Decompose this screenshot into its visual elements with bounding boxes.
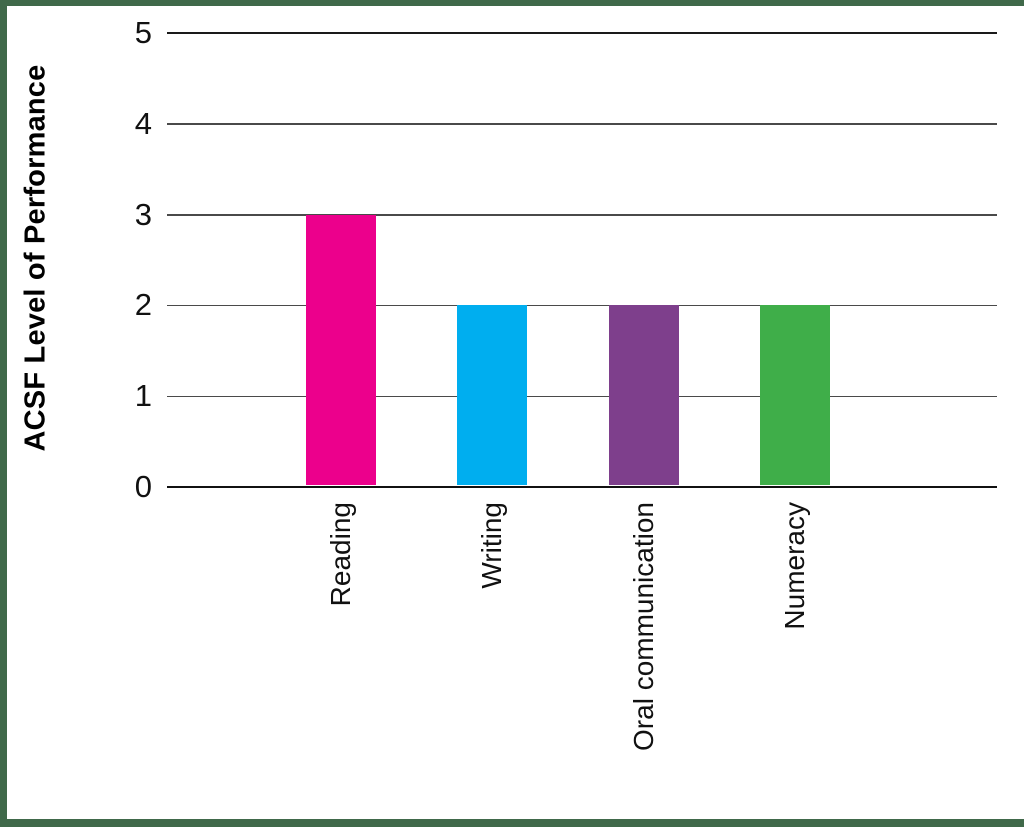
gridline-y4 bbox=[167, 123, 997, 125]
y-axis-title: ACSF Level of Performance bbox=[19, 64, 52, 452]
x-label-writing: Writing bbox=[476, 502, 507, 589]
bar-reading bbox=[306, 214, 376, 485]
y-tick-label-4: 4 bbox=[134, 105, 152, 141]
x-label-numeracy: Numeracy bbox=[779, 502, 810, 630]
gridline-y5 bbox=[167, 32, 997, 34]
y-tick-label-2: 2 bbox=[134, 287, 152, 323]
gridline-y0 bbox=[167, 485, 997, 488]
y-tick-label-1: 1 bbox=[134, 378, 152, 414]
frame-border-bottom bbox=[0, 819, 1024, 827]
gridline-y1 bbox=[167, 395, 997, 398]
y-tick-label-5: 5 bbox=[134, 15, 152, 50]
gridline-y2 bbox=[167, 304, 997, 307]
bar-writing bbox=[457, 305, 527, 485]
bar-numeracy bbox=[760, 305, 830, 485]
frame-border-top bbox=[0, 0, 1024, 6]
x-label-oral-communication: Oral communication bbox=[628, 502, 659, 751]
plot-area bbox=[167, 32, 997, 488]
y-tick-label-3: 3 bbox=[134, 196, 152, 232]
bar-oral-communication bbox=[609, 305, 679, 485]
x-label-reading: Reading bbox=[325, 502, 356, 607]
gridline-y3 bbox=[167, 214, 997, 216]
y-tick-label-0: 0 bbox=[134, 469, 152, 504]
frame-border-left bbox=[0, 0, 7, 827]
